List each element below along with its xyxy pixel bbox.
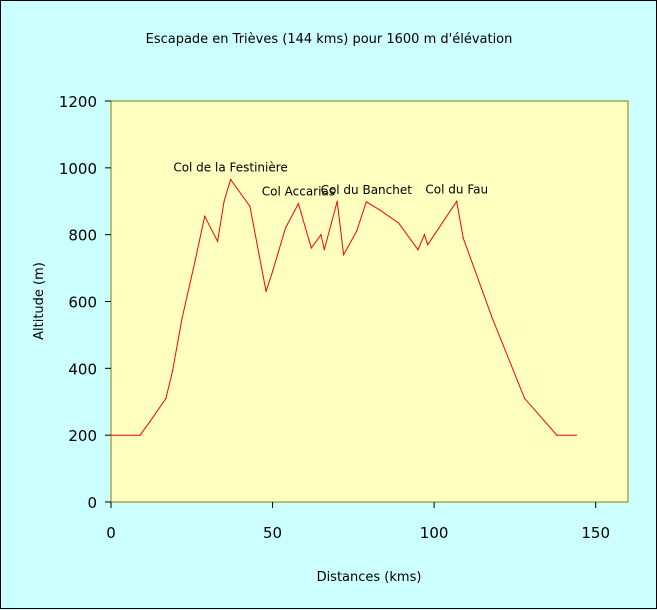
y-tick-label: 600 bbox=[68, 294, 97, 312]
x-axis-label: Distances (kms) bbox=[317, 570, 422, 585]
data-point bbox=[575, 434, 577, 436]
data-point bbox=[110, 434, 112, 436]
data-point bbox=[181, 317, 183, 319]
data-point bbox=[427, 244, 429, 246]
data-point bbox=[229, 178, 232, 181]
y-axis-label: Altitude (m) bbox=[32, 262, 47, 340]
data-point bbox=[223, 200, 225, 202]
y-tick-label: 0 bbox=[87, 494, 97, 512]
series-line bbox=[111, 178, 577, 436]
data-point bbox=[217, 240, 219, 242]
data-point bbox=[365, 201, 367, 203]
peak-annotation: Col Accarias bbox=[262, 185, 335, 199]
y-axis: 0 200 400 600 800 1000 1200 bbox=[59, 93, 111, 512]
data-point bbox=[524, 397, 526, 400]
data-point bbox=[297, 202, 300, 205]
peak-annotation: Col du Banchet bbox=[321, 183, 413, 197]
data-point bbox=[284, 227, 287, 229]
x-tick-label: 150 bbox=[581, 524, 610, 542]
data-point bbox=[355, 230, 358, 232]
data-point bbox=[343, 254, 345, 256]
data-point bbox=[310, 247, 312, 249]
data-point bbox=[417, 249, 419, 251]
data-point bbox=[397, 222, 400, 224]
data-point bbox=[271, 270, 274, 273]
x-tick-label: 0 bbox=[106, 524, 116, 542]
x-tick-label: 100 bbox=[420, 524, 449, 542]
x-tick-label: 50 bbox=[263, 524, 282, 542]
y-tick-label: 800 bbox=[68, 227, 97, 245]
data-point bbox=[423, 234, 426, 236]
data-point bbox=[378, 209, 380, 211]
data-point bbox=[249, 205, 251, 207]
data-point bbox=[204, 215, 206, 217]
data-point bbox=[265, 290, 267, 293]
data-point bbox=[171, 371, 173, 373]
chart-title: Escapade en Trièves (144 kms) pour 1600 … bbox=[146, 32, 513, 47]
y-tick-label: 200 bbox=[68, 427, 97, 445]
data-point bbox=[556, 434, 558, 436]
y-tick-label: 1200 bbox=[59, 93, 97, 111]
data-point bbox=[194, 260, 196, 262]
plot-area bbox=[110, 100, 629, 503]
data-point bbox=[491, 317, 493, 319]
data-point bbox=[165, 397, 167, 400]
series-group bbox=[110, 178, 577, 436]
data-point bbox=[139, 434, 141, 436]
data-point bbox=[462, 237, 464, 239]
data-point bbox=[149, 421, 151, 423]
data-point bbox=[456, 200, 458, 202]
y-tick-label: 1000 bbox=[59, 160, 97, 178]
x-axis: 0 50 100 150 bbox=[106, 502, 610, 542]
y-tick-label: 400 bbox=[68, 360, 97, 378]
peak-annotation: Col du Fau bbox=[425, 182, 488, 196]
data-point bbox=[323, 249, 325, 251]
data-point bbox=[320, 234, 322, 236]
data-point bbox=[336, 200, 338, 202]
peak-annotation: Col de la Festinière bbox=[173, 161, 287, 175]
